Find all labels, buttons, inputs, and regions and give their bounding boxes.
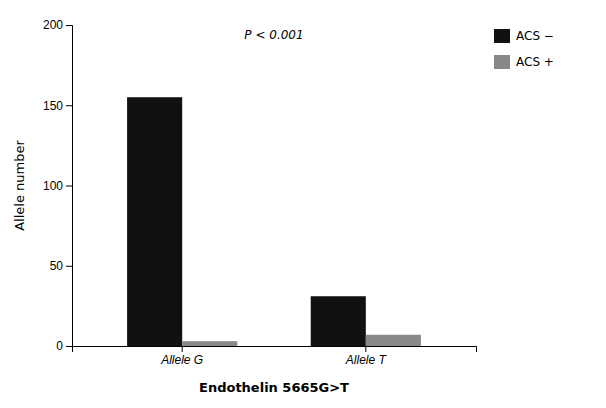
tick-mark (66, 266, 72, 267)
tick-label: Allele G (160, 353, 203, 367)
tick: 100 (43, 179, 72, 193)
axis-line (66, 26, 73, 347)
legend-swatch (494, 55, 510, 69)
chart: 0 50 100 150 200 Allele G Allele T Endothelin 5… (0, 0, 606, 408)
annotation: P < 0.001 (244, 28, 303, 42)
tick-label: 100 (43, 179, 63, 193)
legend-item: ACS + (494, 55, 554, 69)
tick-mark (182, 346, 183, 352)
tick: Allele G (160, 346, 203, 367)
plot: 0 50 100 150 200 Allele G Allele T Endothelin 5… (12, 18, 477, 395)
legend-label: ACS − (516, 29, 554, 43)
bar (182, 341, 237, 346)
x-axis-title: Endothelin 5665G>T (199, 380, 349, 395)
bar (127, 97, 182, 346)
tick: 150 (43, 99, 72, 113)
tick-mark (66, 105, 72, 106)
bar (311, 296, 366, 346)
tick-label: 200 (43, 18, 63, 32)
tick-mark (66, 346, 72, 347)
tick: 0 (56, 339, 72, 353)
tick-label: 50 (50, 259, 64, 273)
tick-mark (66, 186, 72, 187)
tick: 50 (50, 259, 72, 273)
tick-label: Allele T (345, 353, 388, 367)
y-axis: 0 50 100 150 200 (43, 18, 73, 353)
y-axis-title: Allele number (12, 140, 27, 231)
legend-item: ACS − (494, 29, 554, 43)
tick: Allele T (345, 346, 388, 367)
tick-mark (66, 25, 72, 26)
tick-mark (365, 346, 366, 352)
axis-line (73, 347, 477, 353)
legend-swatch (494, 29, 510, 43)
bar (366, 335, 421, 346)
x-axis: Allele G Allele T (73, 346, 477, 367)
bars (127, 97, 421, 346)
tick-label: 150 (43, 99, 63, 113)
tick-label: 0 (56, 339, 63, 353)
tick: 200 (43, 18, 72, 32)
legend-label: ACS + (516, 55, 554, 69)
legend: ACS − ACS + (494, 29, 554, 69)
